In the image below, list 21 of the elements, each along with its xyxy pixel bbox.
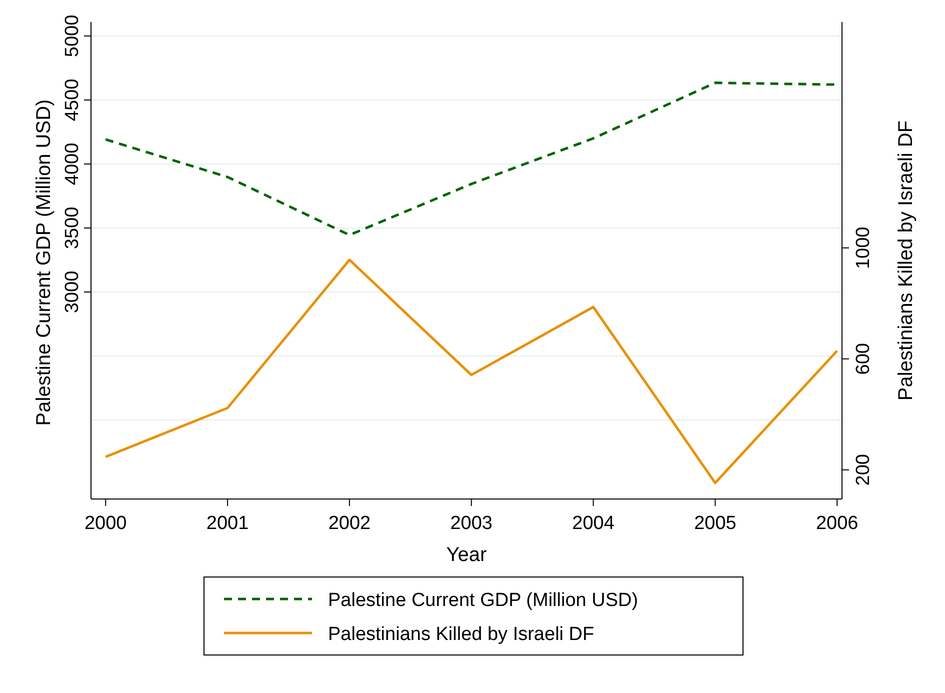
x-tick-label: 2005 — [694, 513, 736, 534]
x-tick-label: 2006 — [816, 513, 858, 534]
x-tick-label: 2002 — [328, 513, 371, 534]
y-tick-label: 3500 — [62, 206, 83, 250]
y-tick-label: 4500 — [62, 78, 83, 122]
y2-tick-label: 1000 — [853, 226, 874, 270]
line-series — [104, 258, 838, 484]
legend-label: Palestine Current GDP (Million USD) — [328, 590, 638, 611]
y2-tick-label: 600 — [853, 343, 874, 375]
legend-label: Palestinians Killed by Israeli DF — [328, 624, 594, 645]
x-axis-title: Year — [446, 544, 488, 566]
y-tick-label: 4000 — [62, 142, 83, 186]
y-tick-label: 5000 — [62, 14, 83, 58]
x-tick-label: 2003 — [450, 513, 493, 534]
x-tick-label: 2000 — [84, 513, 127, 534]
x-tick-label: 2001 — [206, 513, 249, 534]
y-tick-label: 3000 — [62, 270, 83, 314]
y2-tick-label: 200 — [853, 454, 874, 486]
y-axis-title: Palestine Current GDP (Million USD) — [33, 99, 55, 426]
x-tick-label: 2004 — [572, 513, 615, 534]
y2-axis-title: Palestinians Killed by Israeli DF — [895, 120, 917, 401]
